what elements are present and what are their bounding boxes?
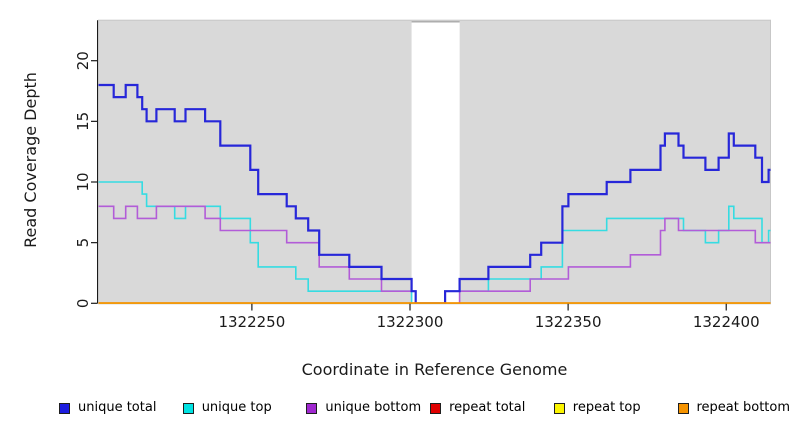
y-tick-label: 5: [74, 238, 92, 248]
legend-label: repeat bottom: [696, 400, 791, 415]
legend-swatch-repeat-total: [430, 402, 442, 414]
legend-item-repeat-bottom: repeat bottom: [677, 400, 791, 415]
legend-swatch-repeat-top: [553, 402, 565, 414]
y-tick-label: 10: [74, 172, 92, 191]
legend-item-unique-total: unique total: [59, 401, 156, 415]
legend-swatch-unique-bottom: [306, 402, 318, 414]
x-tick-label: 1322350: [535, 313, 602, 331]
legend-label: unique total: [78, 400, 157, 415]
x-tick-label: 1322400: [693, 313, 760, 331]
y-axis-title: Read Coverage Depth: [21, 72, 40, 248]
legend-swatch-unique-total: [59, 402, 70, 414]
legend-item-unique-bottom: unique bottom: [306, 401, 421, 415]
x-axis-ticks: 1322250 1322300 1322350 1322400: [218, 303, 760, 331]
x-axis-title: Coordinate in Reference Genome: [302, 360, 568, 379]
legend-swatch-repeat-bottom: [677, 402, 689, 414]
y-axis-ticks: 0 5 10 15 20: [74, 51, 98, 308]
legend-label: repeat total: [449, 400, 526, 415]
series-lines: [98, 83, 771, 304]
legend-item-unique-top: unique top: [182, 400, 272, 415]
legend-swatch-unique-top: [182, 402, 194, 414]
legend-label: unique top: [201, 400, 272, 415]
x-tick-label: 1322250: [218, 313, 285, 331]
y-tick-label: 0: [74, 299, 92, 309]
legend-label: repeat top: [572, 400, 641, 415]
y-tick-label: 15: [74, 112, 92, 131]
coverage-gap-band: [411, 21, 460, 304]
legend-label: unique bottom: [325, 400, 422, 415]
series-line-unique-bottom: [98, 205, 771, 304]
legend-item-repeat-top: repeat top: [553, 400, 641, 415]
legend-item-repeat-total: repeat total: [430, 401, 525, 415]
y-tick-label: 20: [74, 51, 92, 70]
x-tick-label: 1322300: [377, 313, 444, 331]
